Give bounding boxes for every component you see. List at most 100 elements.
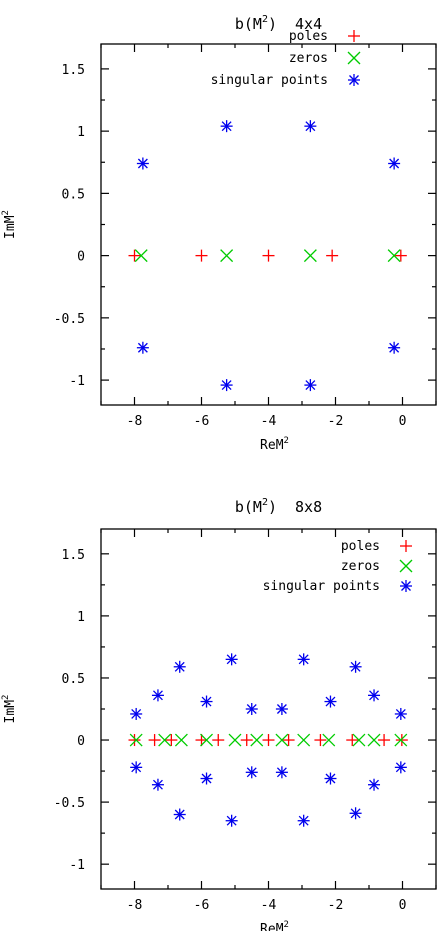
data-point-plus xyxy=(148,734,161,747)
data-point-plus xyxy=(165,734,178,747)
x-axis-label: ReM2 xyxy=(260,920,289,931)
data-point-star xyxy=(388,341,401,354)
data-point-cross xyxy=(275,733,289,747)
series-poles xyxy=(128,734,408,747)
x-tick-label: 0 xyxy=(399,898,407,913)
data-point-plus xyxy=(128,249,141,262)
x-tick-label: -4 xyxy=(261,898,277,913)
data-point-plus xyxy=(195,249,208,262)
y-tick-label: 1 xyxy=(77,125,85,140)
data-point-star xyxy=(130,707,143,720)
data-point-plus xyxy=(314,734,327,747)
data-point-star xyxy=(324,772,337,785)
data-point-cross xyxy=(129,733,143,747)
y-axis-label: ImM2 xyxy=(1,695,18,724)
legend-label: zeros xyxy=(289,51,328,66)
chart-panel-1: b(M2) 4x4 -8 -6 -4 -2 0 -1 -0.5 0 0.5 1 1.5 ReM2 ImM2 p… xyxy=(1,14,437,453)
data-point-plus xyxy=(326,249,339,262)
data-point-star xyxy=(304,379,317,392)
legend-marker xyxy=(400,580,412,592)
y-tick-label: 0.5 xyxy=(62,187,85,202)
chart-panel-2: b(M2) 8x8 -8 -6 -4 -2 0 -1 -0.5 0 0.5 1 1.5 ReM2 ImM2 p… xyxy=(1,497,437,931)
y-tick-label: 0 xyxy=(77,734,85,749)
data-point-plus xyxy=(394,249,407,262)
y-tick-label: 1.5 xyxy=(62,548,85,563)
y-tick-label: -1 xyxy=(69,858,85,873)
series-zeros xyxy=(134,249,401,263)
y-tick-label: -0.5 xyxy=(54,796,85,811)
data-point-star xyxy=(220,120,233,133)
data-point-cross xyxy=(200,733,213,747)
y-tick-label: 0.5 xyxy=(62,672,85,687)
legend: poles zeros singular points xyxy=(211,29,361,88)
data-point-star xyxy=(388,157,401,170)
x-tick-label: -2 xyxy=(328,898,344,913)
data-point-cross xyxy=(250,733,264,747)
plot-frame xyxy=(100,43,437,406)
data-point-cross xyxy=(322,733,336,747)
legend-marker xyxy=(348,30,360,42)
data-point-cross xyxy=(394,733,408,747)
legend-label: zeros xyxy=(341,559,380,574)
data-point-plus xyxy=(395,734,408,747)
data-point-plus xyxy=(282,734,295,747)
legend-label: singular points xyxy=(211,73,328,88)
data-point-cross xyxy=(174,733,188,747)
data-point-plus xyxy=(195,734,208,747)
data-point-cross xyxy=(220,249,234,263)
data-point-star xyxy=(200,695,213,708)
data-point-star xyxy=(275,766,288,779)
legend: poles zeros singular points xyxy=(263,539,413,594)
data-point-star xyxy=(275,703,288,715)
data-point-plus xyxy=(346,734,359,747)
x-tick-label: 0 xyxy=(399,414,407,429)
data-point-star xyxy=(349,807,362,820)
x-tick-label: -2 xyxy=(328,414,344,429)
legend-marker xyxy=(399,559,413,573)
data-point-star xyxy=(151,689,164,702)
legend-label: poles xyxy=(341,539,380,554)
x-tick-label: -8 xyxy=(127,898,143,913)
data-point-star xyxy=(297,814,310,827)
data-point-star xyxy=(349,660,362,673)
y-tick-label: -1 xyxy=(69,374,85,389)
series-singular-points xyxy=(130,653,407,827)
data-point-cross xyxy=(303,249,317,263)
data-point-star xyxy=(173,808,186,821)
data-point-plus xyxy=(240,734,253,747)
data-point-star xyxy=(297,653,310,666)
legend-marker xyxy=(348,74,360,86)
data-point-star xyxy=(151,778,164,791)
data-point-star xyxy=(130,761,143,774)
legend-marker xyxy=(400,540,412,552)
data-point-star xyxy=(245,766,258,779)
x-tick-label: -6 xyxy=(194,898,210,913)
data-point-star xyxy=(225,814,238,827)
data-point-star xyxy=(220,379,233,392)
y-tick-label: -0.5 xyxy=(54,312,85,327)
data-point-star xyxy=(368,778,381,791)
data-point-star xyxy=(304,120,317,133)
y-tick-label: 1 xyxy=(77,610,85,625)
data-point-plus xyxy=(262,249,275,262)
data-point-star xyxy=(136,341,149,354)
chart-title: b(M2) 4x4 xyxy=(235,14,322,33)
data-point-cross xyxy=(158,733,172,747)
data-point-plus xyxy=(128,734,141,747)
data-point-cross xyxy=(297,733,311,747)
data-point-star xyxy=(394,761,407,774)
chart-title: b(M2) 8x8 xyxy=(235,497,322,516)
x-tick-label: -8 xyxy=(127,414,143,429)
legend-label: singular points xyxy=(263,579,380,594)
legend-marker xyxy=(347,51,361,65)
x-tick-label: -4 xyxy=(261,414,277,429)
series-singular-points xyxy=(136,120,401,392)
data-point-star xyxy=(368,689,381,702)
legend-label: poles xyxy=(289,29,328,44)
y-tick-label: 0 xyxy=(77,250,85,265)
data-point-star xyxy=(324,695,337,708)
data-point-star xyxy=(136,157,149,170)
x-tick-label: -6 xyxy=(194,414,210,429)
data-point-plus xyxy=(378,734,391,747)
